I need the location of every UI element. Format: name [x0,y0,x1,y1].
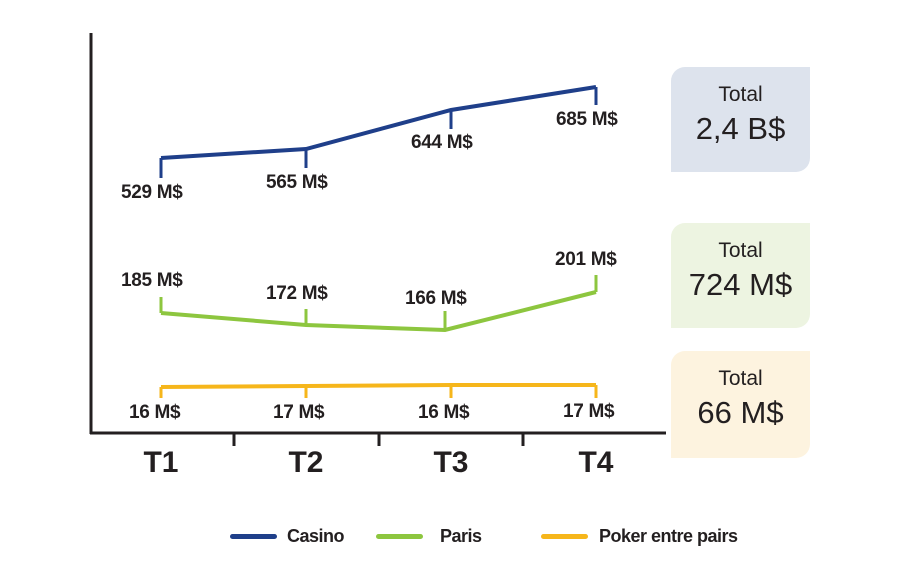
legend-swatch-casino [230,534,277,539]
x-tick-label-t4: T4 [578,446,614,479]
legend-item-poker: Poker entre pairs [541,526,738,547]
legend-swatch-poker [541,534,588,539]
series-casino [159,85,598,178]
data-label-paris-t2: 172 M$ [266,283,328,304]
data-label-paris-t1: 185 M$ [121,270,183,291]
data-label-casino-t2: 565 M$ [266,172,328,193]
series-paris [159,275,598,333]
x-tick-label-t3: T3 [433,446,469,479]
legend-label: Paris [440,526,482,546]
chart-legend: Casino Paris Poker entre pairs [0,526,900,550]
total-value-paris: 724 M$ [688,267,793,302]
legend-item-casino: Casino [230,526,345,547]
data-label-casino-t1: 529 M$ [121,182,183,203]
legend-label: Casino [287,526,345,546]
legend-label: Poker entre pairs [599,526,738,546]
data-label-poker-t3: 16 M$ [418,402,470,423]
total-value-poker: 66 M$ [697,395,784,430]
total-box-poker: Total 66 M$ [671,351,810,458]
data-label-casino-t3: 644 M$ [411,132,473,153]
total-box-casino: Total 2,4 B$ [671,67,810,172]
data-label-poker-t4: 17 M$ [563,401,615,422]
legend-item-paris: Paris [376,526,482,547]
data-label-poker-t1: 16 M$ [129,402,181,423]
total-box-paris: Total 724 M$ [671,223,810,328]
x-tick-label-t2: T2 [288,446,324,479]
data-label-paris-t3: 166 M$ [405,288,467,309]
x-tick-label-t1: T1 [143,446,179,479]
total-label: Total [718,239,763,262]
data-label-poker-t2: 17 M$ [273,402,325,423]
data-label-casino-t4: 685 M$ [556,109,618,130]
series-poker [159,383,598,398]
legend-swatch-paris [376,534,423,539]
total-label: Total [718,367,763,390]
total-value-casino: 2,4 B$ [695,111,786,146]
data-label-paris-t4: 201 M$ [555,249,617,270]
total-label: Total [718,83,763,106]
